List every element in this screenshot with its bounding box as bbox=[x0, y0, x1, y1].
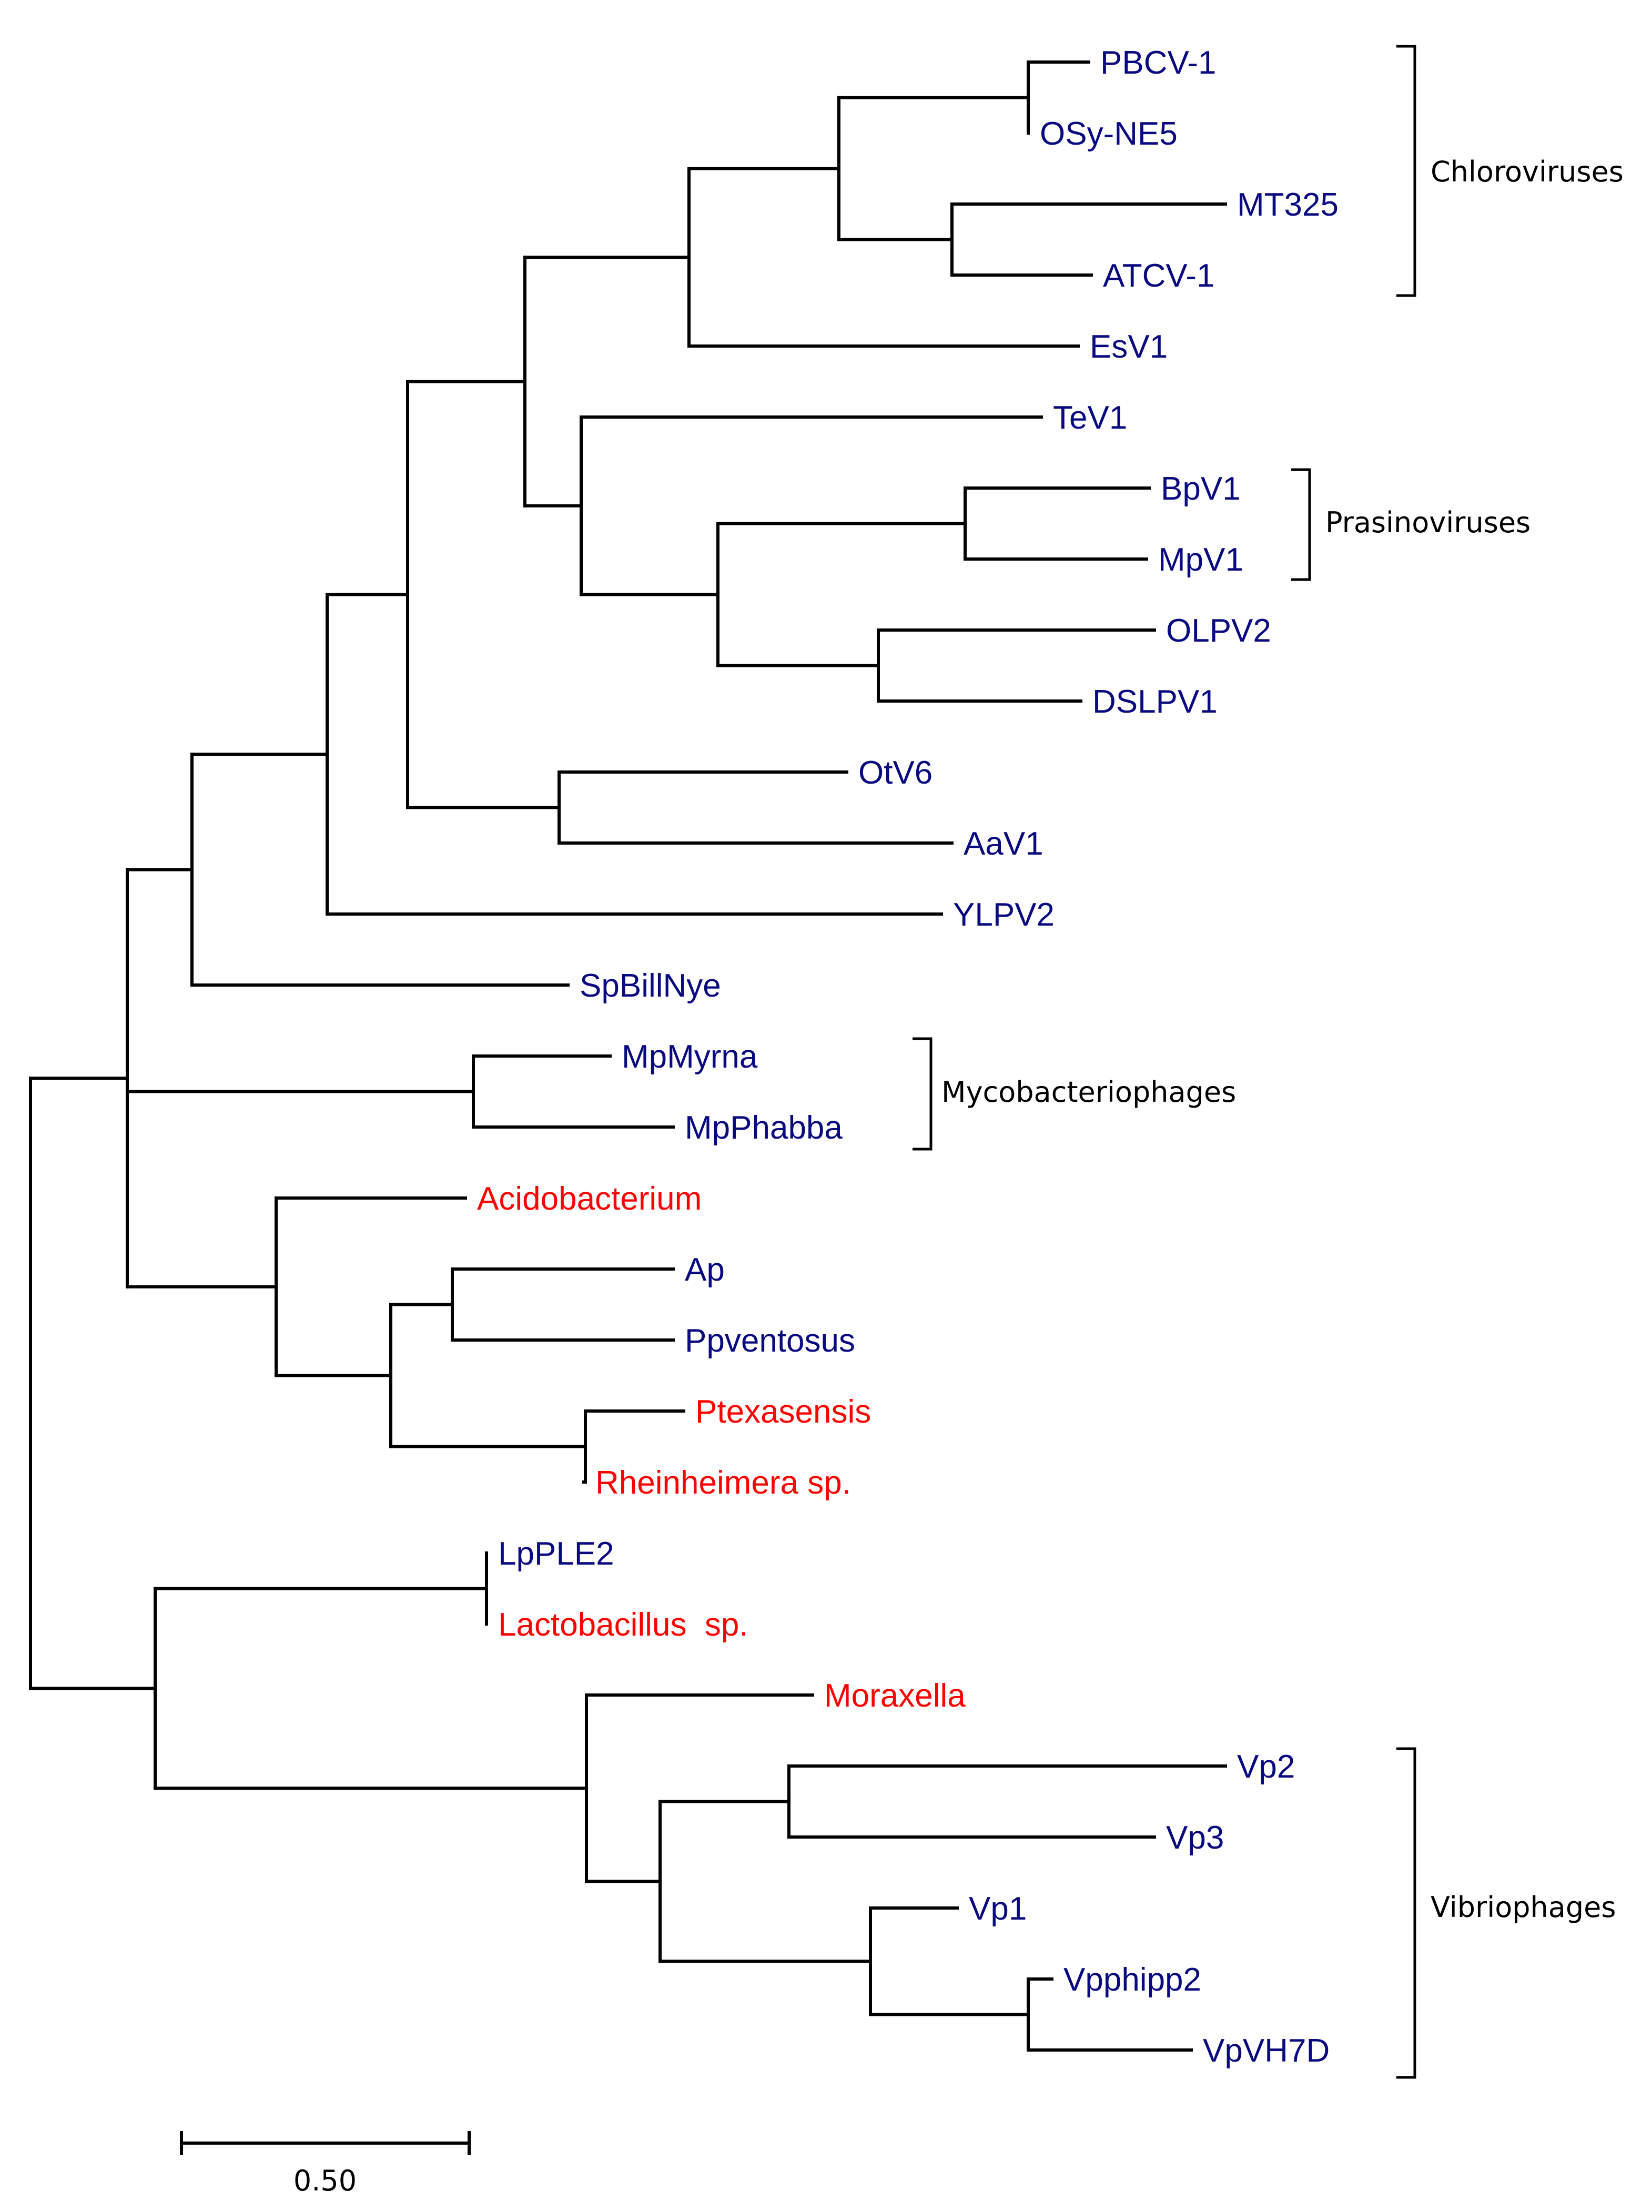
taxon-label-moraxella: Moraxella bbox=[824, 1678, 966, 1714]
taxon-label-spbillnye: SpBillNye bbox=[580, 968, 721, 1004]
taxon-label-lactobacillus: Lactobacillus sp. bbox=[498, 1607, 748, 1643]
taxon-label-ptexasensis: Ptexasensis bbox=[695, 1394, 871, 1430]
scale-bar-label: 0.50 bbox=[293, 2164, 357, 2197]
taxon-label-olpv2: OLPV2 bbox=[1166, 613, 1271, 649]
taxon-label-vp1: Vp1 bbox=[969, 1891, 1027, 1927]
taxon-label-atcv1: ATCV-1 bbox=[1103, 258, 1214, 294]
taxon-label-vp3: Vp3 bbox=[1166, 1820, 1224, 1856]
group-label-chloroviruses: Chloroviruses bbox=[1431, 155, 1624, 188]
tree-branches bbox=[29, 60, 1227, 2052]
taxon-label-dslpv1: DSLPV1 bbox=[1092, 684, 1218, 720]
group-bracket-mycobacteriophages bbox=[913, 1037, 933, 1151]
taxon-label-lpple2: LpPLE2 bbox=[498, 1536, 614, 1572]
group-label-vibriophages: Vibriophages bbox=[1431, 1891, 1616, 1924]
scale-bar: 0.50 bbox=[180, 2131, 471, 2197]
taxon-labels: PBCV-1 OSy-NE5 MT325 ATCV-1 EsV1 TeV1 BpV1 MpV1… bbox=[477, 45, 1339, 2069]
taxon-label-osyne5: OSy-NE5 bbox=[1040, 116, 1178, 152]
taxon-label-otv6: OtV6 bbox=[858, 755, 933, 791]
taxon-label-mpmyrna: MpMyrna bbox=[622, 1039, 758, 1075]
scale-bar-line bbox=[180, 2131, 471, 2155]
group-bracket-chloroviruses bbox=[1396, 45, 1416, 297]
group-label-prasinoviruses: Prasinoviruses bbox=[1325, 506, 1531, 539]
taxon-label-mpv1: MpV1 bbox=[1158, 542, 1243, 578]
taxon-label-bpv1: BpV1 bbox=[1161, 471, 1241, 507]
taxon-label-aav1: AaV1 bbox=[964, 826, 1043, 862]
taxon-label-acidobacterium: Acidobacterium bbox=[477, 1181, 702, 1217]
group-label-mycobacteriophages: Mycobacteriophages bbox=[941, 1075, 1236, 1109]
group-bracket-prasinoviruses bbox=[1291, 468, 1311, 581]
taxon-label-ap: Ap bbox=[685, 1252, 725, 1288]
taxon-label-mt325: MT325 bbox=[1237, 187, 1339, 223]
taxon-label-tev1: TeV1 bbox=[1053, 400, 1127, 436]
taxon-label-vp2: Vp2 bbox=[1237, 1749, 1295, 1785]
taxon-label-ppventosus: Ppventosus bbox=[685, 1323, 855, 1359]
taxon-label-vpphipp2: Vpphipp2 bbox=[1063, 1962, 1201, 1998]
taxon-label-vpvh7d: VpVH7D bbox=[1203, 2033, 1330, 2069]
taxon-label-esv1: EsV1 bbox=[1090, 329, 1168, 365]
group-bracket-vibriophages bbox=[1396, 1747, 1416, 2079]
taxon-label-ylpv2: YLPV2 bbox=[953, 897, 1055, 933]
taxon-label-pbcv1: PBCV-1 bbox=[1100, 45, 1217, 81]
group-brackets: Chloroviruses Prasinoviruses Mycobacteriop… bbox=[913, 45, 1624, 2079]
taxon-label-mpphabba: MpPhabba bbox=[685, 1110, 843, 1146]
taxon-label-rheinheimera: Rheinheimera sp. bbox=[595, 1465, 851, 1501]
